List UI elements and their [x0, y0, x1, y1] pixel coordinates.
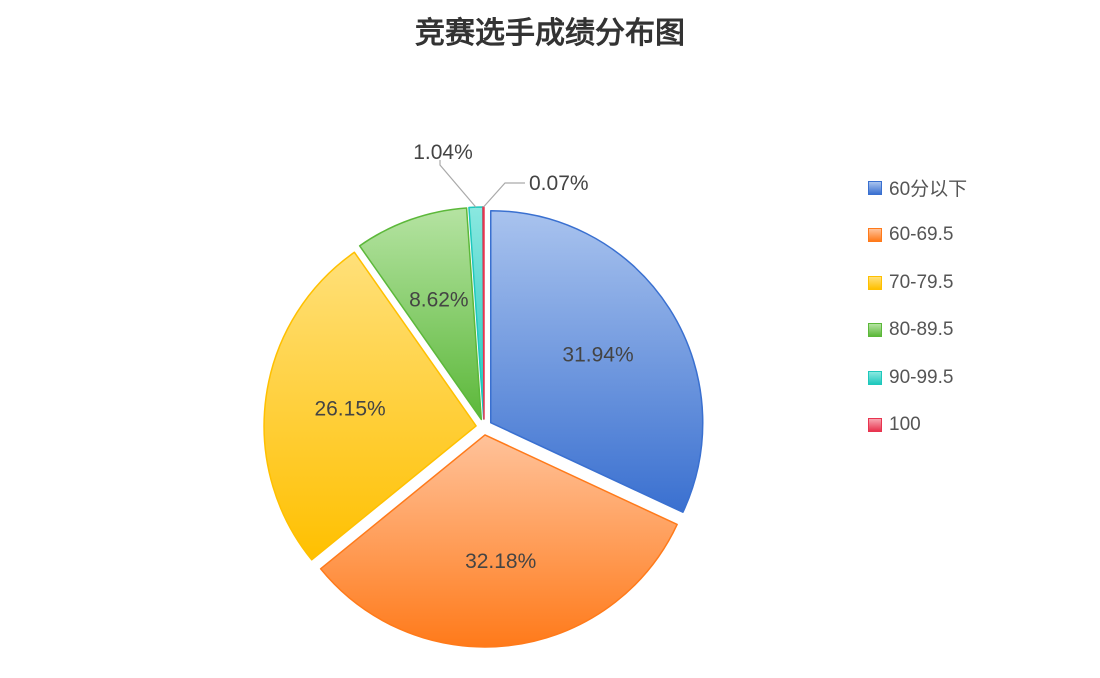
- data-label-1: 32.18%: [465, 550, 536, 573]
- pie-slice-1[interactable]: [319, 434, 678, 648]
- legend-swatch: [868, 323, 882, 338]
- pie-slice-2[interactable]: [263, 251, 477, 561]
- legend-swatch: [868, 370, 882, 385]
- legend-label: 80-89.5: [889, 319, 954, 341]
- legend-label: 60分以下: [889, 179, 968, 201]
- legend: 60分以下 60-69.5 70-79.5 80-89.5 90-99.5 100: [868, 164, 967, 449]
- legend-label: 100: [889, 414, 921, 436]
- data-label-3: 8.62%: [409, 289, 469, 312]
- data-label-4: 1.04%: [413, 141, 473, 164]
- legend-swatch: [868, 180, 882, 195]
- leader-line-4: [439, 160, 477, 208]
- legend-item-5[interactable]: 100: [868, 402, 967, 450]
- pie-slice-5[interactable]: [482, 206, 485, 420]
- legend-item-3[interactable]: 80-89.5: [868, 307, 967, 355]
- leader-line-5: [483, 182, 525, 208]
- legend-swatch: [868, 418, 882, 433]
- data-label-5: 0.07%: [529, 172, 589, 195]
- legend-item-1[interactable]: 60-69.5: [868, 212, 967, 260]
- legend-label: 70-79.5: [889, 271, 954, 293]
- legend-item-0[interactable]: 60分以下: [868, 164, 967, 212]
- legend-label: 90-99.5: [889, 366, 954, 388]
- data-label-0: 31.94%: [562, 343, 633, 366]
- legend-swatch: [868, 275, 882, 290]
- pie-slice-3[interactable]: [358, 207, 483, 421]
- data-label-2: 26.15%: [314, 397, 385, 420]
- chart-title: 竞赛选手成绩分布图: [415, 16, 685, 51]
- legend-label: 60-69.5: [889, 224, 954, 246]
- pie-slice-0[interactable]: [489, 209, 704, 513]
- legend-item-2[interactable]: 70-79.5: [868, 259, 967, 307]
- legend-swatch: [868, 228, 882, 243]
- legend-item-4[interactable]: 90-99.5: [868, 354, 967, 402]
